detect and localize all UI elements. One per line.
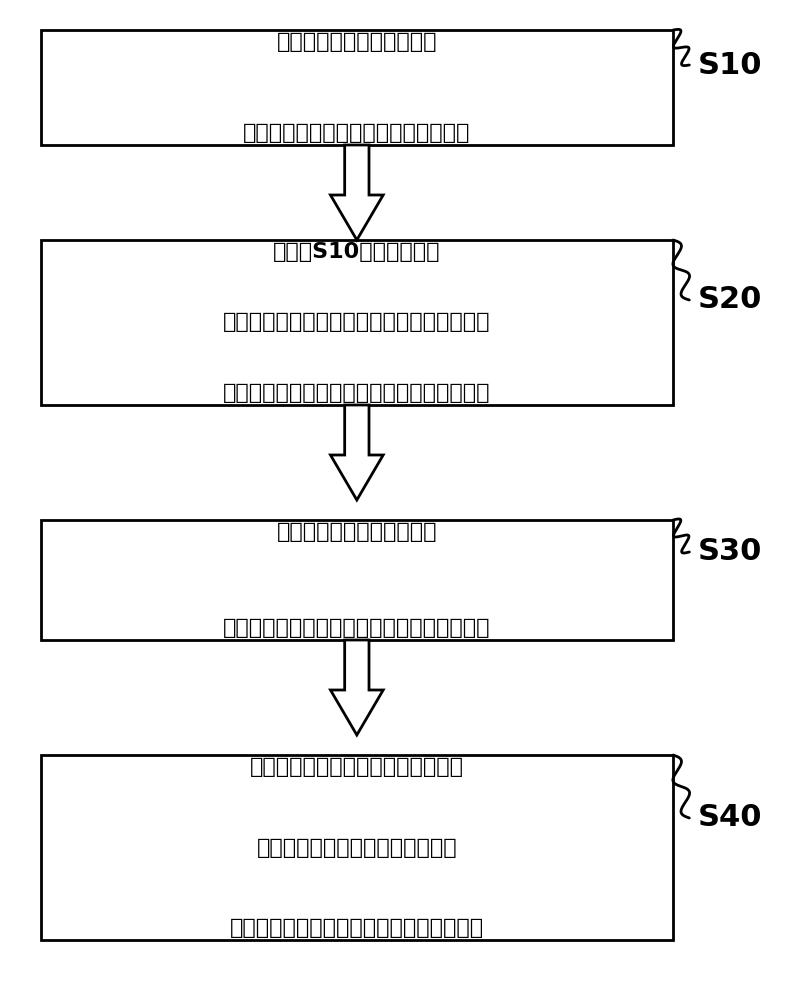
Text: S10: S10	[697, 50, 762, 80]
Bar	[41, 755, 673, 940]
Text: S40: S40	[697, 804, 762, 832]
Bar	[41, 30, 673, 145]
Text: 激光测距仪将测量轨迹上各待测点的测量结果: 激光测距仪将测量轨迹上各待测点的测量结果	[223, 312, 491, 332]
Text: S30: S30	[697, 538, 762, 566]
Bar	[41, 520, 673, 640]
Text: 连同测量时间一并传送至存储单元，予以存储: 连同测量时间一并传送至存储单元，予以存储	[223, 383, 491, 403]
Text: 计算出各待测点的高度基准值，并对外输出: 计算出各待测点的高度基准值，并对外输出	[230, 918, 484, 938]
Bar	[41, 240, 673, 405]
Text: 当激光测距仪结束测量时，: 当激光测距仪结束测量时，	[277, 522, 437, 542]
Polygon shape	[331, 145, 384, 240]
Text: 存储单元将接收到的资料统一发送至分析单元: 存储单元将接收到的资料统一发送至分析单元	[223, 618, 491, 638]
Text: 并结合测量轨迹和各待测点位置，: 并结合测量轨迹和各待测点位置，	[256, 838, 457, 857]
Polygon shape	[331, 405, 384, 500]
Text: 激光测距仪匀速沿测量轨迹: 激光测距仪匀速沿测量轨迹	[277, 32, 437, 52]
Text: 在步骤S10进行的同时，: 在步骤S10进行的同时，	[273, 242, 440, 262]
Text: S20: S20	[697, 286, 762, 314]
Text: 分析单元根据存储单元发送的资料，: 分析单元根据存储单元发送的资料，	[250, 757, 464, 777]
Polygon shape	[331, 640, 384, 735]
Text: 逐点测量各待测点到激光测距仪的距离: 逐点测量各待测点到激光测距仪的距离	[243, 123, 470, 143]
